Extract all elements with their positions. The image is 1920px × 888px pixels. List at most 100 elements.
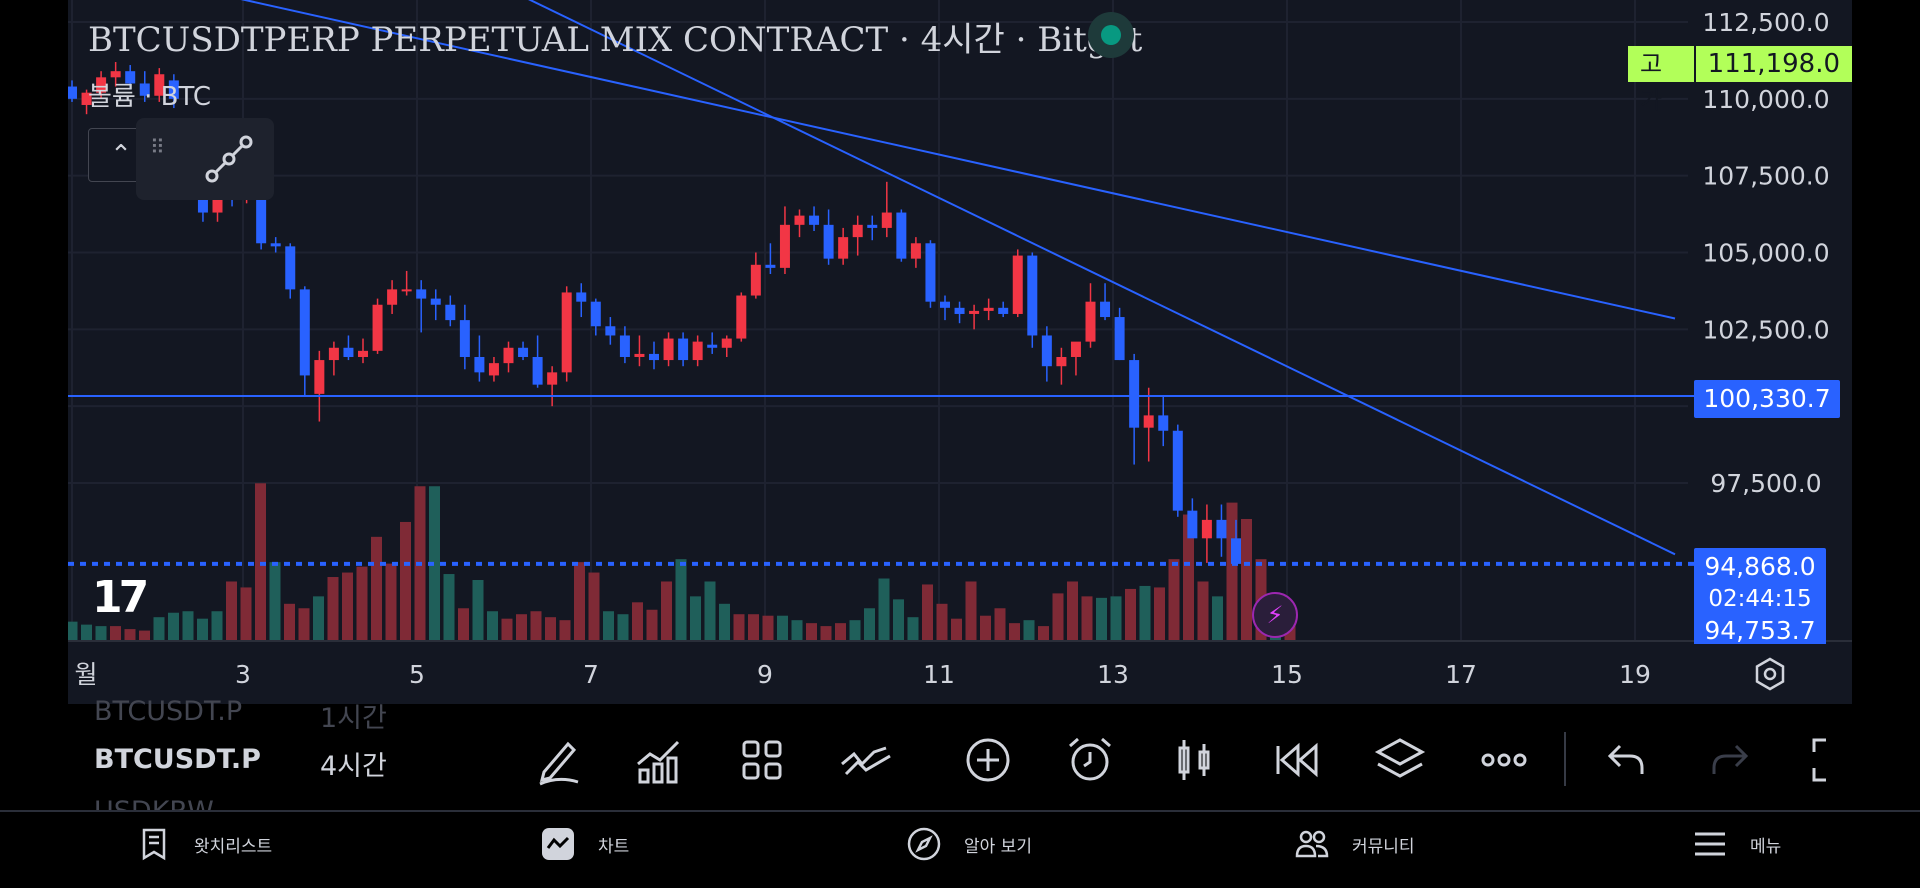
chart-canvas[interactable]: 112,500.0 110,000.0 107,500.0 105,000.0 102,…	[68, 0, 1852, 704]
volume-bar	[791, 620, 803, 641]
volume-bar	[342, 572, 353, 641]
nav-community[interactable]: 커뮤니티	[1294, 826, 1415, 862]
candle-body	[1129, 360, 1140, 428]
nav-watchlist[interactable]: 왓치리스트	[136, 826, 272, 862]
drag-handle-icon[interactable]: ⠿	[150, 135, 165, 159]
watchlist-interval: 1시간	[320, 703, 387, 734]
candle-body	[256, 184, 267, 244]
candle-body	[692, 341, 703, 361]
time-axis-label: 7	[583, 660, 599, 689]
candle-body	[1041, 335, 1052, 367]
time-axis-label: 19	[1619, 660, 1651, 689]
tradingview-logo: 17	[92, 572, 149, 623]
candle-body	[1201, 519, 1212, 539]
trendline-tool-icon[interactable]	[202, 132, 256, 186]
volume-bar	[704, 581, 716, 641]
candle-body	[779, 224, 790, 268]
time-axis-label: 월	[74, 660, 97, 689]
volume-bar	[690, 596, 701, 641]
watchlist-symbol: BTCUSDT.P	[94, 744, 261, 775]
candle-body	[285, 246, 296, 290]
horizontal-line-price-tag[interactable]: 100,330.7	[1694, 380, 1840, 418]
candle-body	[925, 243, 936, 302]
volume-indicator-label[interactable]: 볼륨 · BTC	[88, 82, 211, 112]
trend-icon[interactable]	[840, 734, 892, 786]
candle-body	[910, 243, 921, 259]
pencil-icon[interactable]	[532, 734, 584, 786]
plus-circle-icon[interactable]	[962, 734, 1014, 786]
nav-chart[interactable]: 차트	[540, 826, 629, 862]
candle-body	[314, 360, 325, 394]
candle-body	[547, 372, 558, 385]
volume-bar	[487, 611, 498, 641]
price-axis-label: 112,500.0	[1702, 8, 1829, 37]
volume-bar	[443, 574, 455, 641]
candle-body	[896, 212, 907, 259]
volume-bar	[835, 623, 846, 641]
candle-body	[430, 298, 441, 305]
watchlist-icon	[142, 828, 166, 861]
candle-body	[881, 212, 892, 228]
volume-bar	[1154, 587, 1165, 641]
high-label: 고가	[1628, 46, 1694, 114]
candle-body	[954, 307, 965, 314]
candle-body	[1216, 519, 1227, 539]
candle-body	[387, 289, 398, 305]
candle-body	[809, 215, 820, 225]
indicators-icon[interactable]	[632, 734, 684, 786]
candle-body	[270, 243, 281, 247]
volume-bar	[226, 581, 237, 641]
replay-icon[interactable]	[1272, 734, 1324, 786]
chart-area[interactable]: 112,500.0 110,000.0 107,500.0 105,000.0 102,…	[68, 0, 1852, 704]
last-price-value: 94,868.0	[1704, 552, 1816, 581]
volume-bar	[1139, 585, 1151, 641]
lightning-alert-icon[interactable]: ⚡	[1252, 592, 1298, 638]
candle-body	[736, 295, 747, 339]
redo-icon[interactable]	[1704, 734, 1756, 786]
nav-watchlist-label: 왓치리스트	[194, 836, 273, 857]
volume-bar	[1023, 620, 1035, 641]
time-axis-label: 5	[409, 660, 425, 689]
volume-bar	[530, 611, 542, 641]
volume-bar	[806, 623, 817, 641]
volume-bar	[617, 614, 629, 641]
trendline	[528, 0, 1676, 556]
volume-bar	[313, 596, 324, 641]
alarm-icon[interactable]	[1064, 734, 1116, 786]
volume-bar	[1226, 502, 1238, 641]
fullscreen-icon[interactable]	[1808, 734, 1860, 786]
volume-bar	[95, 626, 107, 641]
watchlist-item-active[interactable]: BTCUSDT.P 4시간	[94, 744, 387, 782]
volume-bar	[733, 614, 745, 641]
volume-bar	[1009, 623, 1020, 641]
volume-bar	[211, 611, 223, 641]
nav-menu[interactable]: 메뉴	[1692, 826, 1781, 862]
symbol-title[interactable]: BTCUSDTPERP PERPETUAL MIX CONTRACT · 4시간…	[88, 20, 1143, 60]
volume-bar	[124, 629, 136, 641]
watchlist-item[interactable]: BTCUSDT.P 1시간	[94, 696, 387, 734]
volume-bar	[139, 630, 150, 641]
candle-body	[983, 307, 994, 311]
more-icon[interactable]	[1478, 734, 1530, 786]
candle-body	[663, 338, 674, 361]
layers-icon[interactable]	[1374, 734, 1426, 786]
chart-settings-icon[interactable]	[1752, 656, 1788, 692]
volume-bar	[762, 615, 774, 641]
price-axis-label: 107,500.0	[1702, 162, 1829, 191]
volume-bar	[1067, 581, 1078, 641]
candle-body	[750, 264, 761, 296]
layouts-icon[interactable]	[736, 734, 788, 786]
nav-explore[interactable]: 알아 보기	[906, 826, 1032, 862]
candle-body	[358, 350, 368, 357]
volume-bar	[1110, 596, 1122, 641]
candle-type-icon[interactable]	[1168, 734, 1220, 786]
volume-bar	[298, 608, 310, 641]
candle-body	[838, 237, 849, 259]
floating-drawing-toolbar[interactable]: ⠿	[136, 118, 274, 200]
watchlist-item[interactable]: USDKRW 1일	[94, 796, 214, 810]
high-price-tag: 고가 111,198.0	[1628, 46, 1852, 114]
price-axis-label: 97,500.0	[1710, 469, 1821, 498]
candle-body	[1187, 510, 1198, 539]
undo-icon[interactable]	[1600, 734, 1652, 786]
candle-body	[343, 347, 354, 357]
